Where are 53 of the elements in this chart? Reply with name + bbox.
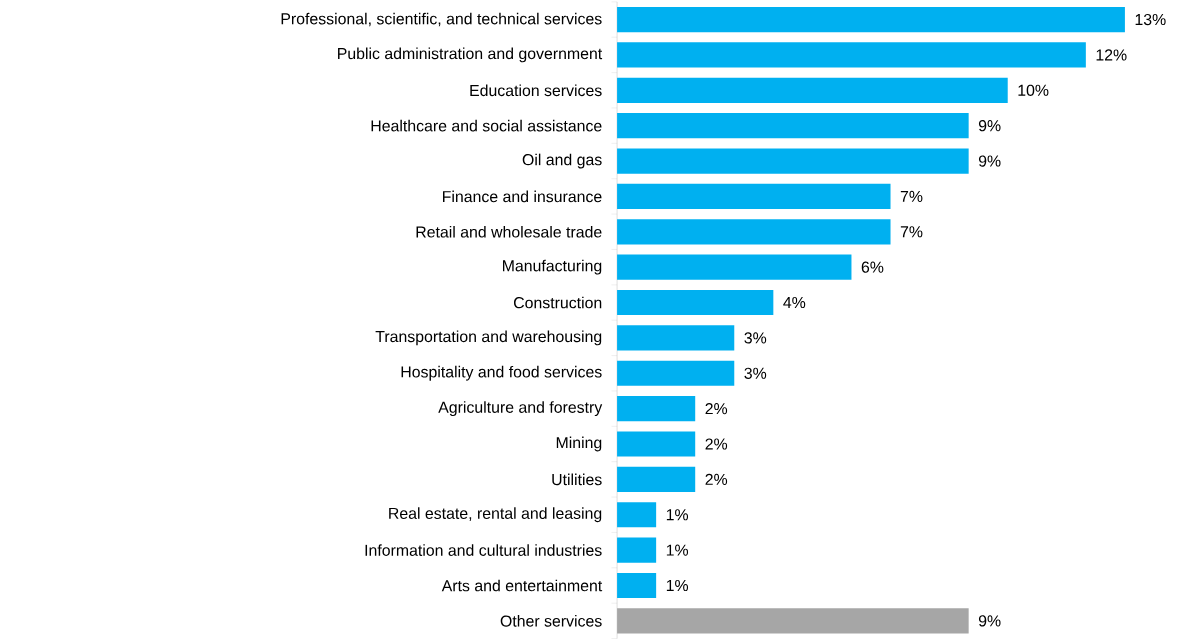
data-label: 7% (900, 226, 923, 238)
data-label: 2% (705, 473, 728, 485)
data-label: 9% (978, 155, 1001, 167)
data-label: 10% (1018, 84, 1049, 96)
bar (617, 289, 774, 315)
bar (617, 148, 969, 174)
data-label: 13% (1135, 13, 1166, 25)
y-tick-label: Mining (556, 436, 602, 452)
bar (617, 254, 852, 280)
y-tick-label: Professional, scientific, and technical services (281, 12, 602, 27)
y-tick-label: Transportation and warehousing (375, 330, 602, 346)
bar (617, 218, 891, 245)
y-tick-label: Arts and entertainment (441, 579, 603, 592)
y-tick-label: Healthcare and social assistance (371, 119, 602, 132)
y-tick-label: Agriculture and forestry (438, 401, 603, 416)
bar (617, 325, 735, 351)
bar (617, 395, 696, 422)
data-label: 9% (978, 615, 1001, 627)
bar (617, 6, 1125, 32)
data-label: 7% (900, 190, 923, 202)
bar (617, 501, 657, 528)
bar (617, 572, 657, 598)
bar (617, 77, 1008, 103)
y-tick-label: Public administration and government (338, 47, 603, 63)
bar (617, 42, 1086, 68)
y-tick-label: Finance and insurance (443, 190, 602, 203)
bar (617, 431, 696, 457)
y-tick-label: Information and cultural industries (365, 544, 602, 556)
data-label: 1% (666, 544, 689, 556)
y-tick-label: Construction (513, 296, 602, 309)
bar (617, 360, 735, 386)
data-label: 2% (705, 438, 728, 450)
data-label: 3% (744, 367, 767, 379)
bar (617, 466, 696, 492)
y-tick-label: Education services (470, 84, 602, 96)
data-label: 6% (861, 261, 884, 273)
y-tick-label: Hospitality and food services (401, 365, 602, 381)
bar (617, 112, 969, 139)
y-tick-label: Utilities (552, 473, 602, 486)
data-label: 1% (666, 509, 689, 521)
y-tick-label: Oil and gas (522, 153, 602, 169)
data-label: 4% (783, 296, 806, 308)
y-tick-label: Manufacturing (503, 259, 602, 275)
bar (617, 183, 891, 209)
data-label: 12% (1096, 49, 1127, 61)
data-label: 2% (705, 402, 728, 415)
bar (617, 537, 657, 563)
y-tick-label: Other services (500, 614, 602, 627)
data-label: 1% (666, 579, 689, 591)
y-tick-label: Retail and wholesale trade (416, 225, 602, 238)
y-tick-label: Real estate, rental and leasing (389, 507, 602, 522)
data-label: 3% (744, 332, 767, 344)
data-label: 9% (978, 119, 1001, 132)
